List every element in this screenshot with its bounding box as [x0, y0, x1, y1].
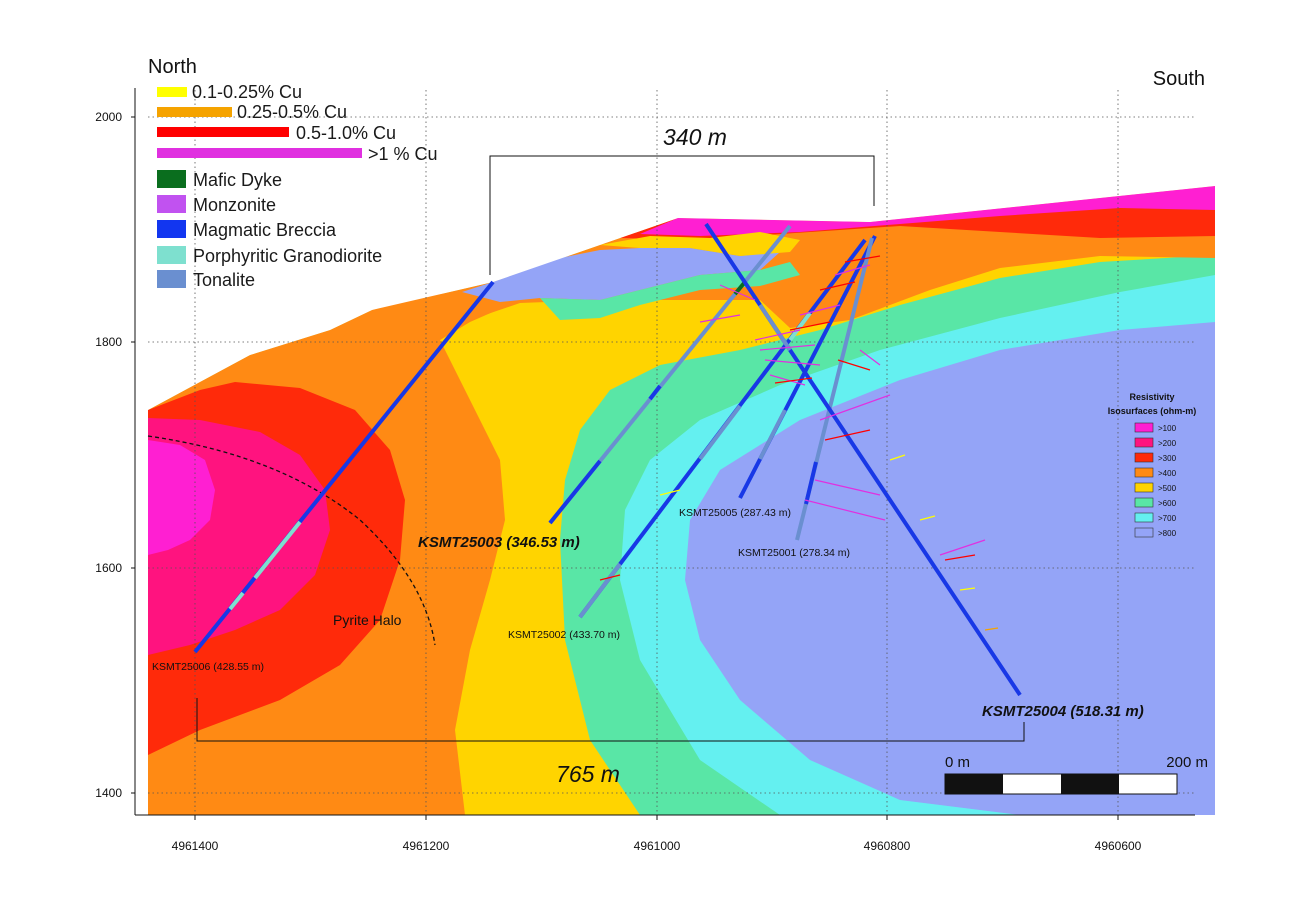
resistivity-label-7: >700 — [1158, 514, 1177, 523]
resistivity-swatch-3 — [1134, 452, 1154, 463]
dimension-bottom-label: 765 m — [556, 761, 620, 787]
drillhole-ksmt25006-gd1 — [228, 591, 245, 611]
legend-litho-swatch-5 — [157, 270, 186, 288]
resistivity-swatch-7 — [1134, 512, 1154, 523]
resistivity-swatch-1 — [1134, 422, 1154, 433]
label-ksmt25003: KSMT25003 (346.53 m) — [418, 534, 580, 551]
axes — [131, 88, 1195, 820]
band-cap-orange — [340, 282, 520, 340]
drillhole-ksmt25006-gd2 — [253, 520, 302, 580]
compass-north: North — [148, 56, 197, 78]
y-tick-1600: 1600 — [95, 561, 122, 575]
drill-holes — [193, 222, 1022, 697]
drillhole-ksmt25003-br2 — [648, 384, 662, 401]
legend-grade-label-1: 0.1-0.25% Cu — [192, 82, 302, 102]
sky-mask — [148, 90, 1215, 410]
resistivity-swatch-8 — [1134, 527, 1154, 538]
legend-litho-swatch-1 — [157, 170, 186, 188]
legend-grade-label-2: 0.25-0.5% Cu — [237, 102, 347, 122]
resistivity-model — [148, 186, 1215, 815]
band-400 — [148, 186, 1215, 815]
drillhole-ksmt25004-to — [758, 303, 792, 352]
resistivity-label-6: >600 — [1158, 499, 1177, 508]
drillhole-ksmt25003-br — [548, 459, 602, 525]
label-ksmt25005: KSMT25005 (287.43 m) — [679, 507, 791, 519]
legend-litho-label-5: Tonalite — [193, 270, 255, 290]
resistivity-title-1: Resistivity — [1129, 392, 1174, 402]
resistivity-swatch-5 — [1134, 482, 1154, 493]
legend-grade-swatch-2 — [157, 107, 232, 117]
legend-litho-label-3: Magmatic Breccia — [193, 220, 337, 240]
x-tick-4961000: 4961000 — [634, 839, 681, 853]
resistivity-label-5: >500 — [1158, 484, 1177, 493]
band-top-magenta — [640, 186, 1215, 236]
y-axis-labels: 2000 1800 1600 1400 — [95, 110, 122, 800]
pyrite-halo-label: Pyrite Halo — [333, 612, 402, 628]
drillhole-ksmt25005-to — [758, 409, 787, 460]
x-axis-labels: 4961400 4961200 4961000 4960800 4960600 — [172, 839, 1142, 853]
legend-litho-label-4: Porphyritic Granodiorite — [193, 246, 382, 266]
dimension-top-label: 340 m — [663, 124, 727, 150]
dimension-top: 340 m — [489, 124, 875, 275]
band-100 — [148, 440, 215, 555]
resistivity-label-1: >100 — [1158, 424, 1177, 433]
x-tick-4961200: 4961200 — [403, 839, 450, 853]
resistivity-swatch-4 — [1134, 467, 1154, 478]
drillhole-ksmt25002-gd — [788, 311, 812, 342]
resistivity-label-8: >800 — [1158, 529, 1177, 538]
x-tick-4961400: 4961400 — [172, 839, 219, 853]
band-near-surface — [462, 248, 780, 302]
band-near-surface-teal — [540, 262, 800, 320]
legend-litho-swatch-3 — [157, 220, 186, 238]
resistivity-label-2: >200 — [1158, 439, 1177, 448]
scale-bar: 0 m 200 m — [944, 754, 1208, 795]
scale-bar-start: 0 m — [945, 754, 970, 771]
legend-litho-swatch-2 — [157, 195, 186, 213]
compass-south: South — [1153, 68, 1205, 90]
x-tick-4960800: 4960800 — [864, 839, 911, 853]
x-tick-4960600: 4960600 — [1095, 839, 1142, 853]
legend-litho-label-1: Mafic Dyke — [193, 170, 282, 190]
legend-grade-label-3: 0.5-1.0% Cu — [296, 123, 396, 143]
legend-grades: 0.1-0.25% Cu 0.25-0.5% Cu 0.5-1.0% Cu >1… — [157, 82, 438, 164]
legend-grade-label-4: >1 % Cu — [368, 144, 438, 164]
resistivity-label-4: >400 — [1158, 469, 1177, 478]
legend-litho-swatch-4 — [157, 246, 186, 264]
y-tick-2000: 2000 — [95, 110, 122, 124]
resistivity-swatch-6 — [1134, 497, 1154, 508]
resistivity-label-3: >300 — [1158, 454, 1177, 463]
assay-ticks — [599, 255, 999, 631]
legend-grade-swatch-1 — [157, 87, 187, 97]
dimension-bottom: 765 m — [196, 698, 1025, 787]
scale-bar-end: 200 m — [1166, 754, 1208, 771]
resistivity-title-2: Isosurfaces (ohm-m) — [1108, 406, 1197, 416]
y-tick-1400: 1400 — [95, 786, 122, 800]
legend-grade-swatch-3 — [157, 127, 289, 137]
drillhole-ksmt25002-to2 — [698, 404, 742, 461]
label-ksmt25004: KSMT25004 (518.31 m) — [982, 703, 1144, 720]
grid — [148, 90, 1195, 815]
label-ksmt25001: KSMT25001 (278.34 m) — [738, 547, 850, 559]
resistivity-swatch-2 — [1134, 437, 1154, 448]
y-tick-1800: 1800 — [95, 335, 122, 349]
drillhole-ksmt25006 — [193, 280, 495, 654]
legend-litho-label-2: Monzonite — [193, 195, 276, 215]
drillhole-ksmt25002-to1 — [578, 562, 622, 619]
drillhole-ksmt25004 — [704, 222, 1022, 697]
legend-lithology: Mafic Dyke Monzonite Magmatic Breccia Po… — [157, 170, 382, 290]
drill-hole-labels: KSMT25006 (428.55 m) KSMT25003 (346.53 m… — [152, 507, 1144, 720]
label-ksmt25002: KSMT25002 (433.70 m) — [508, 629, 620, 641]
legend-grade-swatch-4 — [157, 148, 362, 158]
drillhole-ksmt25001-br — [804, 461, 818, 505]
pyrite-halo-line — [147, 435, 436, 646]
band-near-surface-yellow — [600, 232, 800, 256]
legend-resistivity: Resistivity Isosurfaces (ohm-m) >100 >20… — [1108, 392, 1197, 538]
label-ksmt25006: KSMT25006 (428.55 m) — [152, 661, 264, 673]
